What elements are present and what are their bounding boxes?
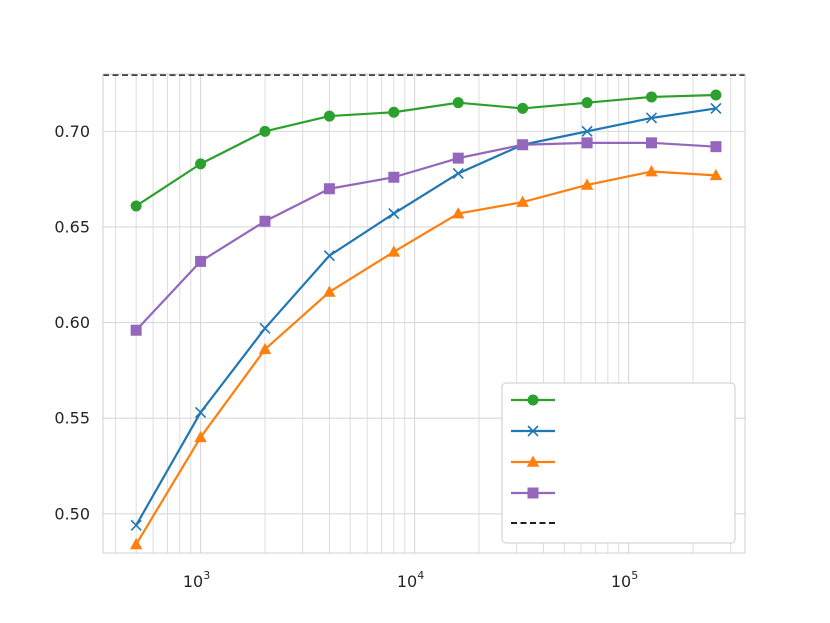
data-point-triangle	[580, 178, 594, 190]
data-point-triangle	[194, 430, 207, 443]
data-point-square	[259, 215, 271, 227]
x-tick-exponent: 5	[631, 569, 638, 582]
data-point-x	[388, 208, 400, 220]
legend-entry-1	[511, 394, 555, 406]
data-point-x	[710, 102, 722, 114]
data-point-x-stroke	[645, 112, 658, 124]
data-point-square	[452, 152, 464, 164]
data-point-circle	[259, 125, 271, 137]
x-tick-label: 103	[183, 569, 210, 591]
series-line	[135, 107, 717, 526]
data-point-square	[710, 141, 722, 153]
data-point-circle	[646, 91, 658, 103]
series-line	[135, 170, 716, 545]
data-point-square	[581, 137, 593, 149]
x-tick-base: 10	[611, 572, 631, 591]
legend-entry-4	[511, 487, 555, 499]
legend-entry-3	[511, 455, 555, 467]
data-point-x-stroke	[710, 102, 722, 114]
x-tick-base: 10	[397, 572, 417, 591]
x-tick-base: 10	[183, 572, 203, 591]
data-point-x	[452, 167, 464, 179]
data-point-x	[323, 250, 335, 262]
x-tick-exponent: 4	[417, 569, 424, 582]
data-point-square	[323, 183, 335, 195]
data-point-triangle	[452, 207, 465, 219]
legend-entry-2	[511, 425, 555, 437]
data-point-triangle	[709, 168, 723, 181]
data-point-circle	[195, 158, 207, 170]
data-point-x-stroke	[259, 322, 271, 334]
y-tick-label: 0.65	[54, 217, 90, 236]
series-line	[135, 141, 716, 331]
plot-frame	[102, 73, 746, 554]
data-point-x	[130, 519, 142, 531]
data-point-x-stroke	[527, 425, 539, 437]
data-point-triangle	[323, 285, 336, 297]
y-tick-label: 0.70	[54, 122, 90, 141]
data-point-triangle	[129, 537, 143, 550]
data-point-triangle	[258, 342, 272, 355]
data-point-x-stroke	[388, 208, 400, 220]
y-tick-label: 0.55	[54, 409, 90, 428]
data-point-x-stroke	[130, 519, 142, 531]
data-point-triangle	[526, 455, 540, 467]
data-point-x	[259, 322, 271, 334]
data-point-x	[195, 406, 207, 419]
data-point-square	[130, 324, 142, 336]
data-point-x	[527, 425, 539, 437]
legend-box	[501, 382, 736, 544]
data-point-square	[388, 171, 400, 183]
data-point-square	[517, 139, 529, 151]
data-point-circle	[452, 97, 464, 109]
x-tick-label: 104	[397, 569, 424, 591]
series-line	[135, 93, 716, 207]
series-4	[130, 137, 722, 336]
data-point-triangle	[516, 195, 529, 207]
data-point-triangle	[387, 245, 401, 257]
series-3	[129, 165, 723, 550]
data-point-square	[195, 255, 207, 267]
data-point-x	[645, 112, 658, 124]
data-point-square	[527, 487, 539, 499]
series-1	[130, 89, 722, 212]
data-point-circle	[527, 394, 539, 406]
series-group	[129, 89, 723, 550]
x-tick-exponent: 3	[203, 569, 210, 582]
data-point-circle	[323, 110, 335, 122]
data-point-circle	[388, 106, 400, 118]
data-point-x-stroke	[581, 125, 593, 137]
data-point-square	[646, 137, 658, 149]
data-point-circle	[581, 97, 593, 109]
y-tick-label: 0.50	[54, 504, 90, 523]
legend	[501, 382, 736, 544]
data-point-x	[581, 125, 593, 137]
data-point-triangle	[645, 165, 658, 177]
data-point-x-stroke	[195, 406, 207, 419]
data-point-circle	[130, 200, 142, 212]
data-point-x-stroke	[323, 250, 335, 262]
data-point-x-stroke	[452, 167, 464, 179]
y-tick-label: 0.60	[54, 313, 90, 332]
data-point-circle	[517, 102, 529, 114]
x-tick-label: 105	[611, 569, 638, 591]
data-point-circle	[710, 89, 722, 101]
